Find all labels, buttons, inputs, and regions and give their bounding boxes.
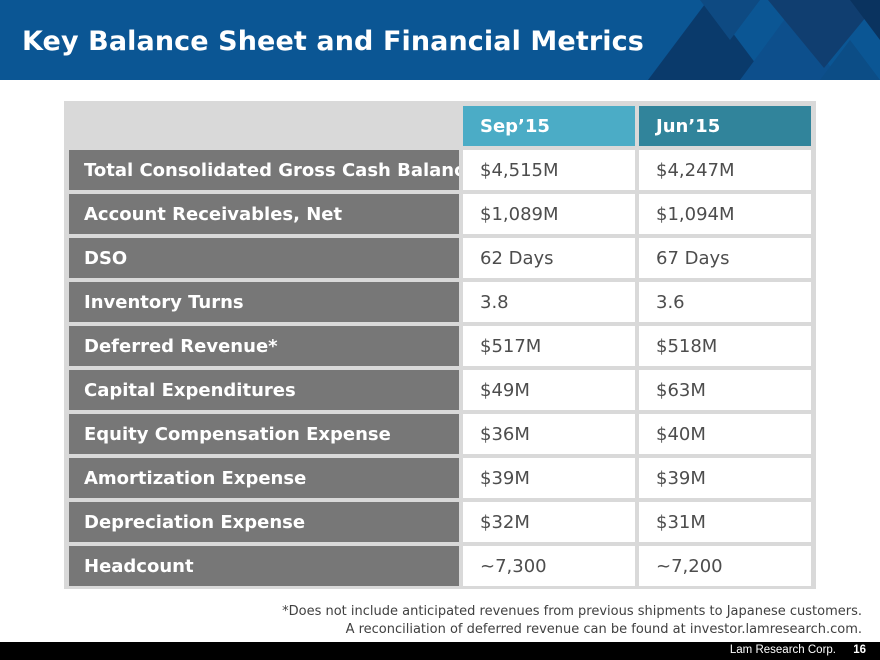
footnote-line-1: *Does not include anticipated revenues f… [282, 604, 862, 619]
row-label: Deferred Revenue* [69, 326, 459, 366]
value-sep15: $39M [463, 458, 635, 498]
value-sep15: 62 Days [463, 238, 635, 278]
row-label: DSO [69, 238, 459, 278]
row-label: Capital Expenditures [69, 370, 459, 410]
value-jun15: ~7,200 [639, 546, 811, 586]
value-jun15: 3.6 [639, 282, 811, 322]
value-jun15: $40M [639, 414, 811, 454]
metrics-table: Sep’15 Jun’15 Total Consolidated Gross C… [64, 101, 816, 589]
value-sep15: 3.8 [463, 282, 635, 322]
page-title: Key Balance Sheet and Financial Metrics [22, 26, 644, 57]
value-sep15: $36M [463, 414, 635, 454]
value-sep15: $49M [463, 370, 635, 410]
value-jun15: $39M [639, 458, 811, 498]
value-sep15: ~7,300 [463, 546, 635, 586]
footer-bar: Lam Research Corp. 16 [0, 642, 880, 660]
value-jun15: $1,094M [639, 194, 811, 234]
row-label: Total Consolidated Gross Cash Balance [69, 150, 459, 190]
row-label: Inventory Turns [69, 282, 459, 322]
column-header-sep15: Sep’15 [463, 106, 635, 146]
footer-company: Lam Research Corp. [729, 644, 836, 656]
row-label: Account Receivables, Net [69, 194, 459, 234]
footnote: *Does not include anticipated revenues f… [282, 603, 862, 639]
value-jun15: $31M [639, 502, 811, 542]
footnote-line-2: A reconciliation of deferred revenue can… [345, 622, 862, 637]
value-sep15: $4,515M [463, 150, 635, 190]
value-jun15: $4,247M [639, 150, 811, 190]
row-label: Amortization Expense [69, 458, 459, 498]
value-sep15: $1,089M [463, 194, 635, 234]
value-jun15: $63M [639, 370, 811, 410]
row-label: Equity Compensation Expense [69, 414, 459, 454]
page-number: 16 [853, 644, 866, 656]
header-banner: Key Balance Sheet and Financial Metrics [0, 0, 880, 80]
value-sep15: $517M [463, 326, 635, 366]
triangle-pattern-decoration [648, 0, 880, 80]
value-jun15: $518M [639, 326, 811, 366]
column-header-jun15: Jun’15 [639, 106, 811, 146]
row-label: Depreciation Expense [69, 502, 459, 542]
value-jun15: 67 Days [639, 238, 811, 278]
row-label: Headcount [69, 546, 459, 586]
value-sep15: $32M [463, 502, 635, 542]
